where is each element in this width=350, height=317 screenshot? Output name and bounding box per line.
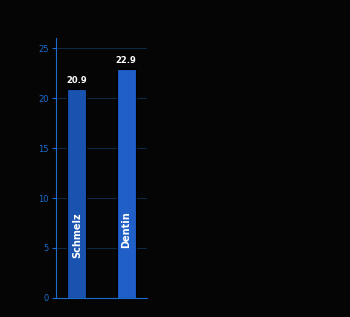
Text: Schmelz: Schmelz: [72, 212, 82, 258]
Bar: [67, 89, 86, 298]
Bar: [117, 69, 136, 298]
Text: 22.9: 22.9: [116, 56, 136, 65]
Text: Dentin: Dentin: [121, 211, 131, 248]
Text: 20.9: 20.9: [66, 76, 87, 85]
